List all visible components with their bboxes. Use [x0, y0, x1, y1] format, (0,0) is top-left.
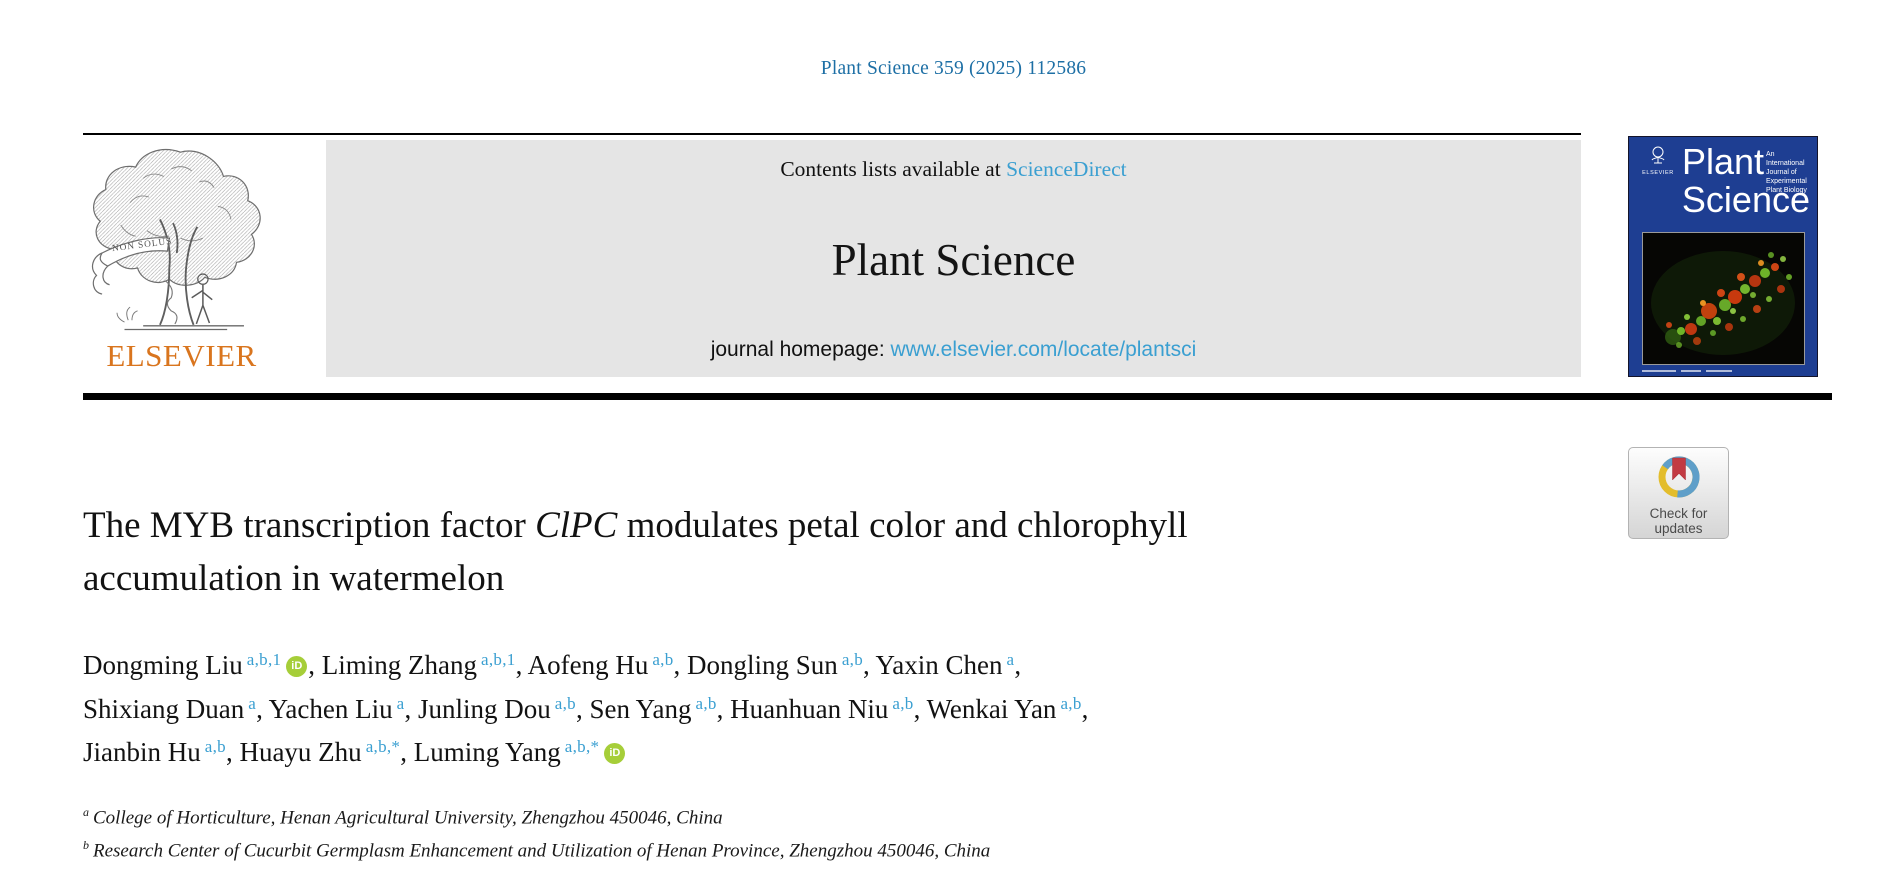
non-solus-ribbon: [99, 237, 170, 267]
author: Huayu Zhu a,b,*,: [239, 737, 414, 767]
author-name: Sen Yang: [589, 693, 692, 724]
author-name: Dongling Sun: [687, 650, 838, 680]
journal-citation-link[interactable]: Plant Science 359 (2025) 112586: [820, 58, 1087, 79]
author: Dongming Liu a,b,1 iD,: [83, 650, 322, 680]
affiliation-marker: a: [83, 805, 89, 819]
author: Sen Yang a,b,: [589, 693, 731, 724]
affiliation-a: a College of Horticulture, Henan Agricult…: [83, 799, 990, 832]
author: Yaxin Chen a,: [875, 650, 1022, 680]
author: Junling Dou a,b,: [417, 693, 590, 724]
contents-prefix: Contents lists available at: [780, 157, 1007, 181]
cover-fineprint-decoration: [1642, 370, 1732, 372]
check-updates-circle-icon: [1658, 456, 1700, 498]
author-name: Shixiang Duan: [83, 693, 245, 724]
check-for-updates-label: Check for updates: [1649, 506, 1708, 537]
author-superscript: a,b,1: [246, 650, 282, 669]
header-bottom-rule: [83, 393, 1832, 400]
cover-title-plant: Plant: [1682, 141, 1765, 182]
author-name: Dongming Liu: [83, 650, 243, 680]
elsevier-wordmark: ELSEVIER: [106, 338, 257, 373]
author: Huanhuan Niu a,b,: [730, 693, 927, 724]
orcid-icon[interactable]: iD: [286, 655, 308, 677]
author: Liming Zhang a,b,1,: [321, 650, 528, 680]
author-name: Jianbin Hu: [83, 737, 201, 767]
contents-line: Contents lists available at ScienceDirec…: [780, 157, 1126, 182]
author-superscript: a,b: [695, 693, 717, 713]
confocal-image: [1642, 232, 1805, 365]
author-superscript: a,b,*: [564, 737, 600, 756]
orcid-icon[interactable]: iD: [604, 742, 626, 764]
homepage-prefix: journal homepage:: [710, 338, 891, 361]
affiliation-text: Research Center of Cucurbit Germplasm En…: [93, 840, 991, 862]
author: Jianbin Hu a,b,: [83, 737, 240, 767]
author-line-1: Dongming Liu a,b,1 iD, Liming Zhang a,b,1, …: [83, 644, 1623, 688]
header-top-rule: [83, 133, 1581, 135]
author-name: Junling Dou: [417, 693, 551, 724]
gene-name-italic: ClPC: [535, 505, 618, 546]
journal-cover-thumbnail: ELSEVIER Plant An International Journal …: [1628, 136, 1818, 377]
author: Dongling Sun a,b,: [687, 650, 876, 680]
author-superscript: a: [1006, 650, 1015, 669]
journal-header-box: Contents lists available at ScienceDirec…: [326, 140, 1581, 377]
author: Aofeng Hu a,b,: [527, 650, 688, 680]
cover-mini-publisher: ELSEVIER: [1642, 170, 1674, 176]
author: Shixiang Duan a,: [83, 693, 269, 724]
author-name: Yaxin Chen: [875, 650, 1003, 680]
author-name: Liming Zhang: [321, 650, 478, 680]
homepage-url-link[interactable]: www.elsevier.com/locate/plantsci: [890, 338, 1197, 361]
author-superscript: a,b,1: [481, 650, 516, 669]
affiliation-text: College of Horticulture, Henan Agricultu…: [93, 807, 723, 829]
author-superscript: a,b: [554, 693, 576, 713]
article-title: The MYB transcription factor ClPC modula…: [83, 505, 1188, 599]
author-name: Luming Yang: [413, 737, 561, 767]
author-superscript: a,b: [1060, 693, 1082, 713]
author: Luming Yang a,b,* iD: [414, 737, 627, 767]
author-name: Wenkai Yan: [926, 693, 1057, 724]
cover-mini-tree-icon: [1651, 146, 1665, 164]
author-name: Yachen Liu: [268, 693, 393, 724]
homepage-line: journal homepage: www.elsevier.com/locat…: [711, 338, 1197, 362]
author-list: Dongming Liu a,b,1 iD, Liming Zhang a,b,1, …: [83, 644, 1623, 775]
affiliation-marker: b: [83, 837, 89, 852]
author-superscript: a,b: [841, 650, 864, 669]
author-superscript: a,b: [892, 693, 914, 713]
author-line-2: Shixiang Duan a, Yachen Liu a, Junling Dou…: [83, 688, 1623, 732]
author-superscript: a,b: [204, 737, 226, 756]
sciencedirect-link[interactable]: ScienceDirect: [1006, 157, 1127, 181]
cover-title-science: Science: [1681, 179, 1810, 220]
cover-mini-elsevier-logo: ELSEVIER: [1638, 146, 1678, 176]
author-name: Aofeng Hu: [527, 650, 649, 680]
author-superscript: a: [396, 693, 405, 713]
author-line-3: Jianbin Hu a,b, Huayu Zhu a,b,*, Luming Ya…: [83, 731, 1623, 775]
journal-name: Plant Science: [831, 235, 1076, 285]
author-superscript: a,b: [652, 650, 674, 669]
elsevier-tree-logo: NON SOLUS: [91, 148, 261, 331]
cover-subtitle: An International Journal of Experimental…: [1766, 151, 1807, 195]
author-superscript: a: [248, 693, 257, 713]
author-name: Huanhuan Niu: [730, 693, 889, 724]
affiliation-b: b Research Center of Cucurbit Germplasm E…: [83, 832, 990, 865]
check-for-updates-badge[interactable]: Check for updates: [1628, 447, 1729, 539]
author-superscript: a,b,*: [365, 737, 401, 756]
author: Yachen Liu a,: [268, 693, 418, 724]
affiliations: a College of Horticulture, Henan Agricult…: [83, 799, 990, 865]
author: Wenkai Yan a,b,: [926, 693, 1089, 724]
author-name: Huayu Zhu: [239, 737, 362, 767]
elsevier-logo-block: NON SOLUS ELSEVIER: [83, 141, 280, 389]
